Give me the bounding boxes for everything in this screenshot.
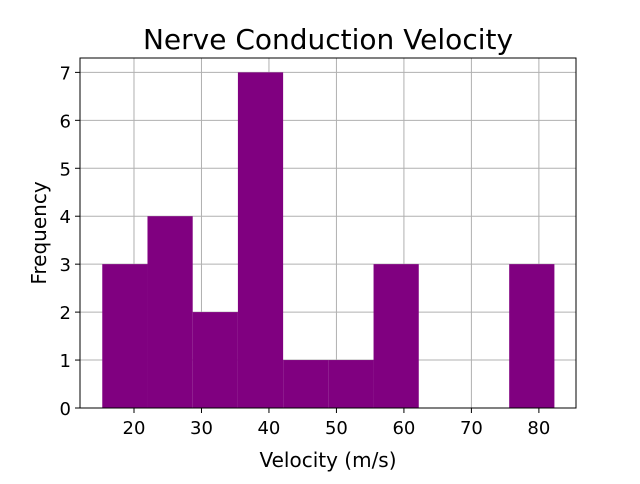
- x-tick-label: 50: [325, 418, 348, 439]
- histogram-bar: [237, 72, 284, 409]
- x-tick-label: 30: [190, 418, 213, 439]
- y-tick-label: 4: [60, 207, 71, 228]
- histogram-bar: [147, 216, 193, 408]
- x-tick-label: 70: [460, 418, 483, 439]
- x-tick-label: 40: [257, 418, 280, 439]
- x-axis-label: Velocity (m/s): [259, 448, 396, 472]
- plot-frame: [79, 57, 577, 409]
- y-tick-label: 2: [60, 303, 71, 324]
- y-axis-label: Frequency: [27, 181, 51, 284]
- x-tick-label: 20: [123, 418, 146, 439]
- y-tick-label: 6: [60, 111, 71, 132]
- y-tick-label: 5: [60, 159, 71, 180]
- histogram-bar: [283, 360, 329, 408]
- histogram-bar: [102, 264, 148, 408]
- histogram-bar: [328, 360, 374, 408]
- histogram-bar: [509, 264, 555, 408]
- y-tick-label: 3: [60, 255, 71, 276]
- x-tick-label: 80: [527, 418, 550, 439]
- y-tick-label: 1: [60, 351, 71, 372]
- x-tick-label: 60: [392, 418, 415, 439]
- histogram-bar: [373, 264, 419, 408]
- histogram-bars: [102, 72, 555, 409]
- histogram-bar: [192, 312, 238, 408]
- y-tick-label: 0: [60, 399, 71, 420]
- chart-title: Nerve Conduction Velocity: [143, 23, 513, 56]
- y-tick-label: 7: [60, 63, 71, 84]
- axis-ticks: 20 30 40 50 60 70 80 0 1 2 3 4 5 6 7: [60, 63, 551, 439]
